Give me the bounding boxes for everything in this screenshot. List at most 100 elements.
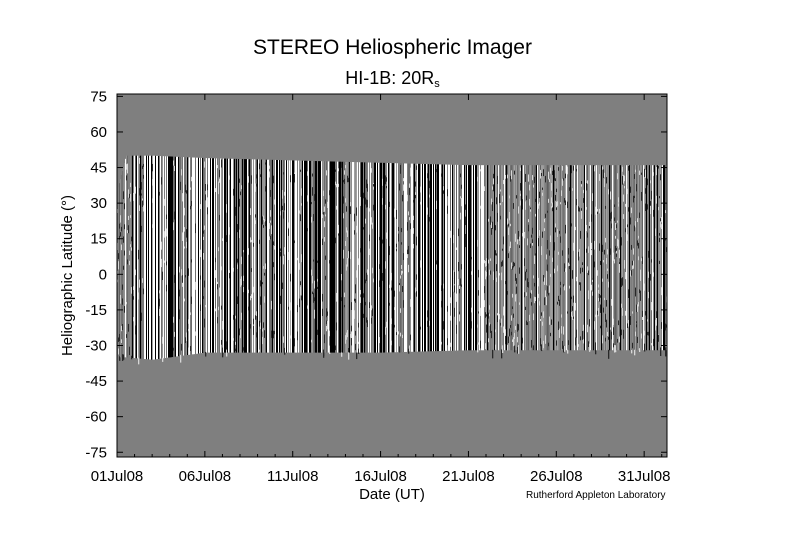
data-texture — [465, 204, 467, 210]
data-column — [662, 165, 664, 351]
data-texture — [360, 196, 362, 206]
data-texture — [500, 215, 502, 220]
data-texture — [372, 268, 374, 274]
data-texture — [243, 275, 245, 281]
data-texture — [344, 292, 346, 298]
data-texture — [532, 239, 534, 245]
data-texture — [360, 297, 362, 303]
data-texture — [217, 284, 219, 290]
data-column — [258, 159, 260, 353]
data-column — [320, 161, 322, 353]
data-texture — [508, 336, 510, 344]
data-texture — [569, 285, 571, 289]
data-texture — [117, 242, 119, 250]
data-texture — [173, 222, 175, 231]
data-texture — [607, 331, 609, 337]
data-texture — [653, 338, 655, 347]
data-texture — [486, 271, 488, 277]
data-column — [221, 158, 223, 353]
data-texture — [204, 280, 206, 288]
data-column — [342, 161, 344, 353]
y-tick-label: 15 — [90, 231, 107, 248]
data-texture — [420, 326, 422, 330]
data-texture — [598, 289, 600, 294]
data-texture — [575, 302, 577, 311]
data-texture — [564, 198, 566, 203]
data-column — [230, 158, 232, 353]
data-texture — [181, 343, 183, 347]
data-column — [435, 164, 437, 352]
data-column — [519, 165, 521, 351]
data-texture — [544, 228, 546, 231]
data-column — [516, 165, 518, 351]
data-texture — [634, 195, 636, 199]
chart-title: STEREO Heliospheric Imager — [253, 36, 532, 59]
data-column — [210, 158, 212, 353]
data-column — [564, 165, 566, 351]
data-column — [462, 165, 464, 351]
data-column — [397, 163, 399, 353]
data-texture — [546, 296, 548, 306]
data-texture — [182, 282, 184, 287]
data-texture — [191, 200, 193, 207]
data-texture — [665, 347, 667, 357]
data-column — [418, 163, 420, 352]
data-texture — [344, 178, 346, 184]
data-texture — [133, 286, 135, 290]
data-texture — [640, 274, 642, 281]
data-texture — [143, 288, 145, 295]
data-column — [420, 163, 422, 352]
data-texture — [552, 207, 554, 212]
data-column — [629, 165, 631, 351]
data-column — [597, 165, 599, 351]
data-texture — [512, 306, 514, 310]
data-column — [617, 165, 619, 351]
data-texture — [294, 240, 296, 244]
data-texture — [263, 322, 265, 328]
data-column — [339, 161, 341, 353]
data-texture — [329, 330, 331, 337]
data-texture — [284, 247, 286, 255]
data-texture — [515, 273, 517, 281]
data-texture — [642, 310, 644, 319]
data-column — [373, 162, 375, 353]
data-texture — [226, 204, 228, 213]
data-column — [393, 163, 395, 353]
data-texture — [369, 234, 371, 242]
data-texture — [127, 230, 129, 234]
data-texture — [665, 210, 667, 214]
data-texture — [313, 297, 315, 303]
data-texture — [538, 277, 540, 287]
data-column — [376, 162, 378, 353]
data-column — [297, 160, 299, 353]
data-column — [358, 162, 360, 353]
data-texture — [284, 203, 286, 211]
data-texture — [131, 236, 133, 242]
data-texture — [241, 256, 243, 265]
data-texture — [219, 214, 221, 221]
data-texture — [195, 223, 197, 228]
data-texture — [200, 204, 202, 210]
data-texture — [564, 263, 566, 272]
data-texture — [346, 206, 348, 212]
data-texture — [562, 165, 564, 171]
data-column — [196, 157, 198, 354]
data-texture — [558, 251, 560, 255]
data-column — [193, 157, 195, 355]
data-texture — [436, 262, 438, 270]
data-texture — [372, 308, 374, 317]
data-texture — [478, 311, 480, 314]
data-column — [249, 159, 251, 353]
data-column — [263, 159, 265, 353]
x-axis-title: Date (UT) — [359, 486, 425, 503]
data-texture — [528, 282, 530, 288]
data-texture — [499, 194, 501, 204]
data-texture — [650, 201, 652, 208]
data-texture — [123, 354, 125, 360]
data-column — [459, 164, 461, 351]
data-texture — [478, 269, 480, 278]
data-texture — [410, 334, 412, 341]
data-texture — [408, 348, 410, 354]
data-texture — [221, 339, 223, 345]
